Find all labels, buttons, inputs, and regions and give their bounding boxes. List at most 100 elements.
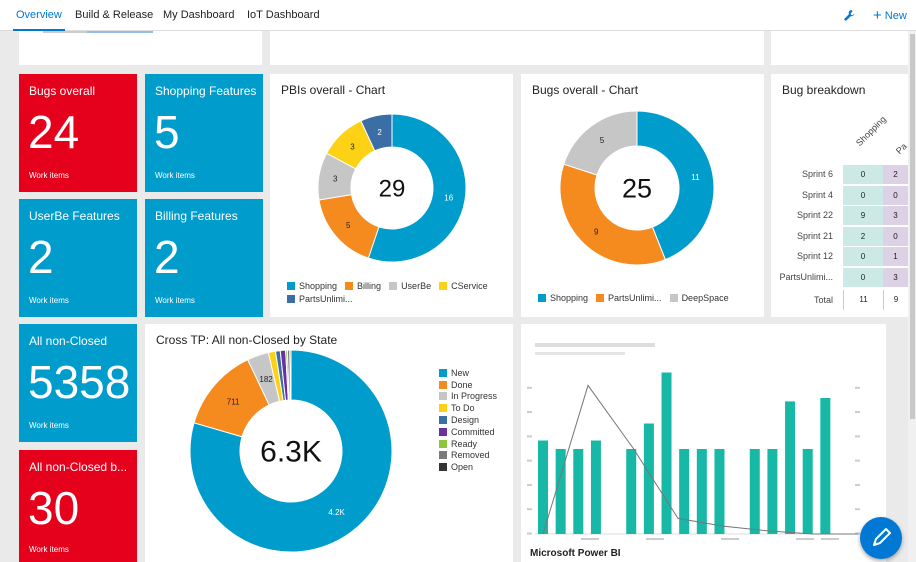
cross-tp-card[interactable]: Cross TP: All non-Closed by State 4.2K 71… bbox=[145, 324, 513, 562]
bar[interactable] bbox=[749, 449, 760, 534]
slice-open[interactable] bbox=[289, 349, 292, 401]
slice-partsunlimi-[interactable] bbox=[360, 113, 393, 152]
legend-label: Design bbox=[451, 415, 480, 426]
tile-title: Billing Features bbox=[155, 209, 238, 223]
bar[interactable] bbox=[802, 449, 813, 534]
bar[interactable] bbox=[626, 449, 637, 534]
legend-item: Committed bbox=[439, 426, 497, 438]
legend-swatch bbox=[287, 282, 295, 290]
legend-label: Committed bbox=[451, 426, 495, 437]
partial-tile-1-text bbox=[43, 31, 153, 33]
tile-subtitle: Work items bbox=[155, 296, 195, 305]
bar[interactable] bbox=[538, 440, 548, 535]
legend-item: Shopping bbox=[287, 280, 337, 292]
legend-label: CService bbox=[451, 281, 488, 291]
bar[interactable] bbox=[590, 440, 601, 535]
powerbi-card[interactable]: Microsoft Power BI bbox=[521, 324, 886, 562]
bar[interactable] bbox=[696, 449, 707, 534]
legend-label: Done bbox=[451, 379, 473, 390]
tile-subtitle: Work items bbox=[29, 421, 69, 430]
legend-label: Shopping bbox=[299, 281, 338, 291]
legend-item: Open bbox=[439, 461, 497, 473]
bug-breakdown-card[interactable]: Bug breakdown Shopping Pa Sprint 6 0 2 Spri… bbox=[771, 74, 908, 317]
legend-label: PartsUnlimi... bbox=[608, 293, 662, 303]
scrollbar-thumb[interactable] bbox=[910, 34, 915, 419]
userbe-features-tile[interactable]: UserBe Features 2 Work items bbox=[19, 199, 137, 317]
slice-deepspace[interactable] bbox=[563, 110, 638, 176]
slice-shopping[interactable] bbox=[636, 110, 715, 261]
partial-tile-3 bbox=[771, 31, 908, 65]
table-cell: 9 bbox=[843, 206, 883, 227]
bar[interactable] bbox=[820, 398, 831, 534]
tile-count: 5 bbox=[154, 106, 180, 158]
table-cell: 0 bbox=[843, 185, 883, 206]
slice-partsunlimi-[interactable] bbox=[559, 163, 666, 266]
bar[interactable] bbox=[767, 449, 778, 534]
total-label: Total bbox=[813, 294, 833, 305]
tab-build-release[interactable]: Build & Release bbox=[75, 9, 154, 21]
table-cell: 0 bbox=[843, 165, 883, 185]
legend-label: UserBe bbox=[401, 281, 432, 291]
row-label: Sprint 22 bbox=[796, 210, 833, 221]
tile-title: Shopping Features bbox=[155, 84, 257, 98]
pbis-chart-card[interactable]: PBIs overall - Chart 16 5 3 3 2 29 Shopping Bi… bbox=[270, 74, 513, 317]
total-cell: 9 bbox=[883, 289, 908, 310]
slice-value-label: 182 bbox=[259, 375, 273, 384]
slice-value-label: 9 bbox=[594, 227, 599, 236]
billing-features-tile[interactable]: Billing Features 2 Work items bbox=[145, 199, 263, 317]
tab-my-dashboard[interactable]: My Dashboard bbox=[163, 9, 235, 21]
bar[interactable] bbox=[555, 449, 566, 534]
legend-label: In Progress bbox=[451, 391, 498, 402]
table-cell: 1 bbox=[883, 247, 908, 268]
tab-overview[interactable]: Overview bbox=[13, 0, 65, 31]
bugs-chart-card[interactable]: Bugs overall - Chart 11 9 5 25 Shopping Part… bbox=[521, 74, 764, 317]
bar[interactable] bbox=[643, 423, 654, 535]
slice-value-label: 2 bbox=[377, 128, 382, 137]
card-title: Bug breakdown bbox=[782, 83, 866, 97]
tab-iot-dashboard[interactable]: IoT Dashboard bbox=[247, 9, 320, 21]
legend-swatch bbox=[439, 463, 447, 472]
tile-count: 24 bbox=[28, 106, 80, 158]
bugs-overall-tile[interactable]: Bugs overall 24 Work items bbox=[19, 74, 137, 192]
plus-icon: + bbox=[873, 7, 882, 24]
wrench-icon[interactable] bbox=[843, 9, 855, 23]
legend-item: New bbox=[439, 367, 497, 379]
partial-tile-2 bbox=[270, 31, 764, 65]
card-title: Bugs overall - Chart bbox=[532, 83, 639, 97]
all-non-closed-tile[interactable]: All non-Closed 5358 Work items bbox=[19, 324, 137, 442]
bar[interactable] bbox=[785, 401, 796, 534]
cross-tp-legend: New Done In Progress To Do Design Committed Re… bbox=[439, 367, 497, 473]
slice-new[interactable] bbox=[189, 349, 393, 553]
legend-label: Open bbox=[451, 462, 474, 473]
pencil-icon bbox=[873, 528, 891, 546]
edit-button[interactable] bbox=[860, 517, 902, 559]
tile-title: All non-Closed bbox=[29, 334, 108, 348]
slice-value-label: 711 bbox=[227, 398, 240, 407]
tile-subtitle: Work items bbox=[29, 296, 69, 305]
table-cell: 0 bbox=[843, 268, 883, 288]
bar[interactable] bbox=[573, 449, 584, 534]
legend-swatch bbox=[439, 368, 447, 377]
bar[interactable] bbox=[661, 372, 672, 535]
card-title: PBIs overall - Chart bbox=[281, 83, 386, 97]
column-header-pa: Pa bbox=[893, 141, 908, 156]
legend-item: Shopping bbox=[538, 292, 588, 304]
donut-total: 29 bbox=[379, 175, 406, 202]
tile-count: 2 bbox=[28, 231, 54, 283]
tile-count: 5358 bbox=[28, 356, 131, 408]
legend-item: In Progress bbox=[439, 391, 497, 403]
legend-label: Shopping bbox=[550, 293, 589, 303]
new-button[interactable]: + New bbox=[873, 0, 907, 31]
bar[interactable] bbox=[714, 449, 725, 534]
legend-label: Billing bbox=[357, 281, 382, 291]
bar[interactable] bbox=[679, 449, 690, 534]
shopping-features-tile[interactable]: Shopping Features 5 Work items bbox=[145, 74, 263, 192]
legend-item: Billing bbox=[345, 280, 381, 292]
all-non-closed-b-tile[interactable]: All non-Closed b... 30 Work items bbox=[19, 450, 137, 562]
slice-value-label: 5 bbox=[346, 221, 351, 230]
tile-title: All non-Closed b... bbox=[29, 460, 128, 474]
legend-label: Removed bbox=[451, 450, 490, 461]
table-cell: 3 bbox=[883, 206, 908, 227]
slice-shopping[interactable] bbox=[367, 113, 467, 263]
legend-swatch bbox=[345, 282, 354, 290]
